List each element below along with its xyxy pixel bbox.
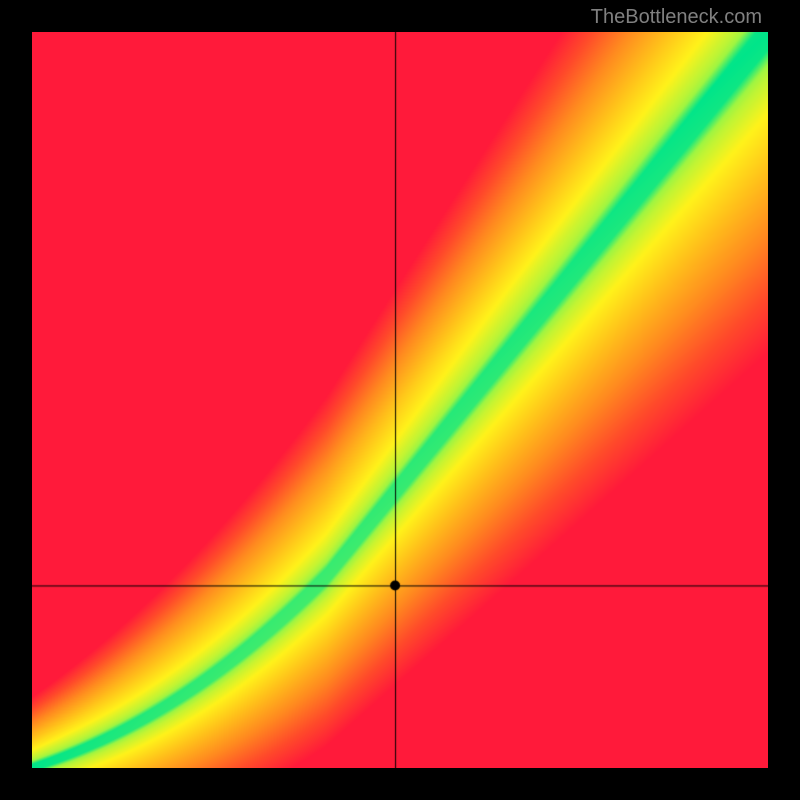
heatmap-chart	[32, 32, 768, 768]
watermark-text: TheBottleneck.com	[591, 6, 762, 29]
heatmap-canvas	[32, 32, 768, 768]
